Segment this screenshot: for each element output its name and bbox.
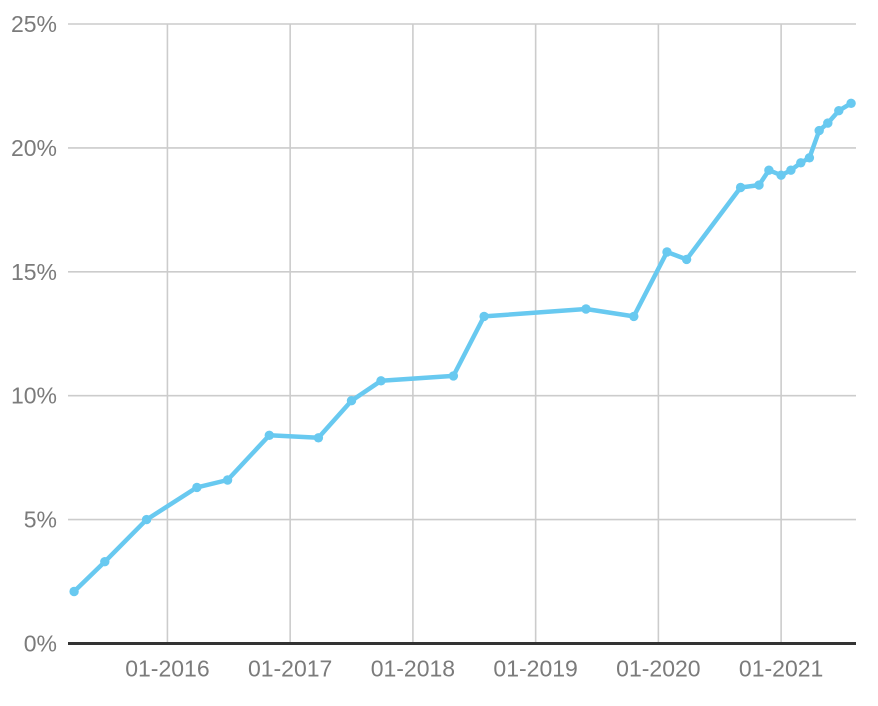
y-tick-label: 15%: [11, 259, 57, 285]
data-point: [796, 158, 806, 168]
data-point: [264, 430, 274, 440]
data-point: [141, 514, 152, 525]
data-point: [376, 376, 386, 386]
data-point: [448, 371, 459, 381]
data-point: [764, 165, 774, 175]
x-tick-label: 01-2016: [125, 656, 209, 682]
y-tick-label: 5%: [24, 507, 57, 533]
series-polyline: [71, 101, 854, 594]
data-point: [192, 482, 202, 493]
data-points: [69, 98, 856, 597]
data-point: [823, 118, 833, 128]
data-point: [346, 396, 357, 406]
data-point: [69, 586, 79, 597]
x-tick-label: 01-2020: [616, 656, 700, 682]
data-point: [479, 311, 489, 322]
data-point: [735, 182, 746, 193]
y-axis-labels: 0% 5% 10% 15% 20% 25%: [11, 11, 57, 657]
data-point: [100, 557, 110, 567]
x-tick-label: 01-2021: [739, 656, 823, 682]
y-tick-label: 10%: [11, 383, 57, 409]
data-point: [754, 180, 764, 190]
data-point: [629, 311, 639, 322]
data-point: [786, 165, 796, 175]
data-line: [71, 101, 854, 594]
data-point: [776, 170, 786, 180]
data-point: [834, 106, 844, 116]
data-point: [581, 304, 591, 314]
data-point: [814, 125, 824, 136]
data-point: [222, 475, 233, 485]
vertical-gridlines: [166, 24, 782, 644]
y-tick-label: 20%: [11, 135, 57, 161]
data-point: [662, 247, 672, 257]
x-tick-label: 01-2018: [371, 656, 455, 682]
data-point: [846, 98, 856, 109]
data-point: [804, 153, 815, 163]
x-tick-label: 01-2017: [248, 656, 332, 682]
y-tick-label: 0%: [24, 631, 57, 657]
data-point: [313, 433, 324, 443]
y-tick-label: 25%: [11, 11, 57, 37]
horizontal-gridlines: [68, 23, 856, 645]
x-axis-labels: 01-2016 01-2017 01-2018 01-2019 01-2020 01-20…: [125, 656, 823, 682]
data-point: [681, 254, 692, 265]
x-tick-label: 01-2019: [493, 656, 577, 682]
